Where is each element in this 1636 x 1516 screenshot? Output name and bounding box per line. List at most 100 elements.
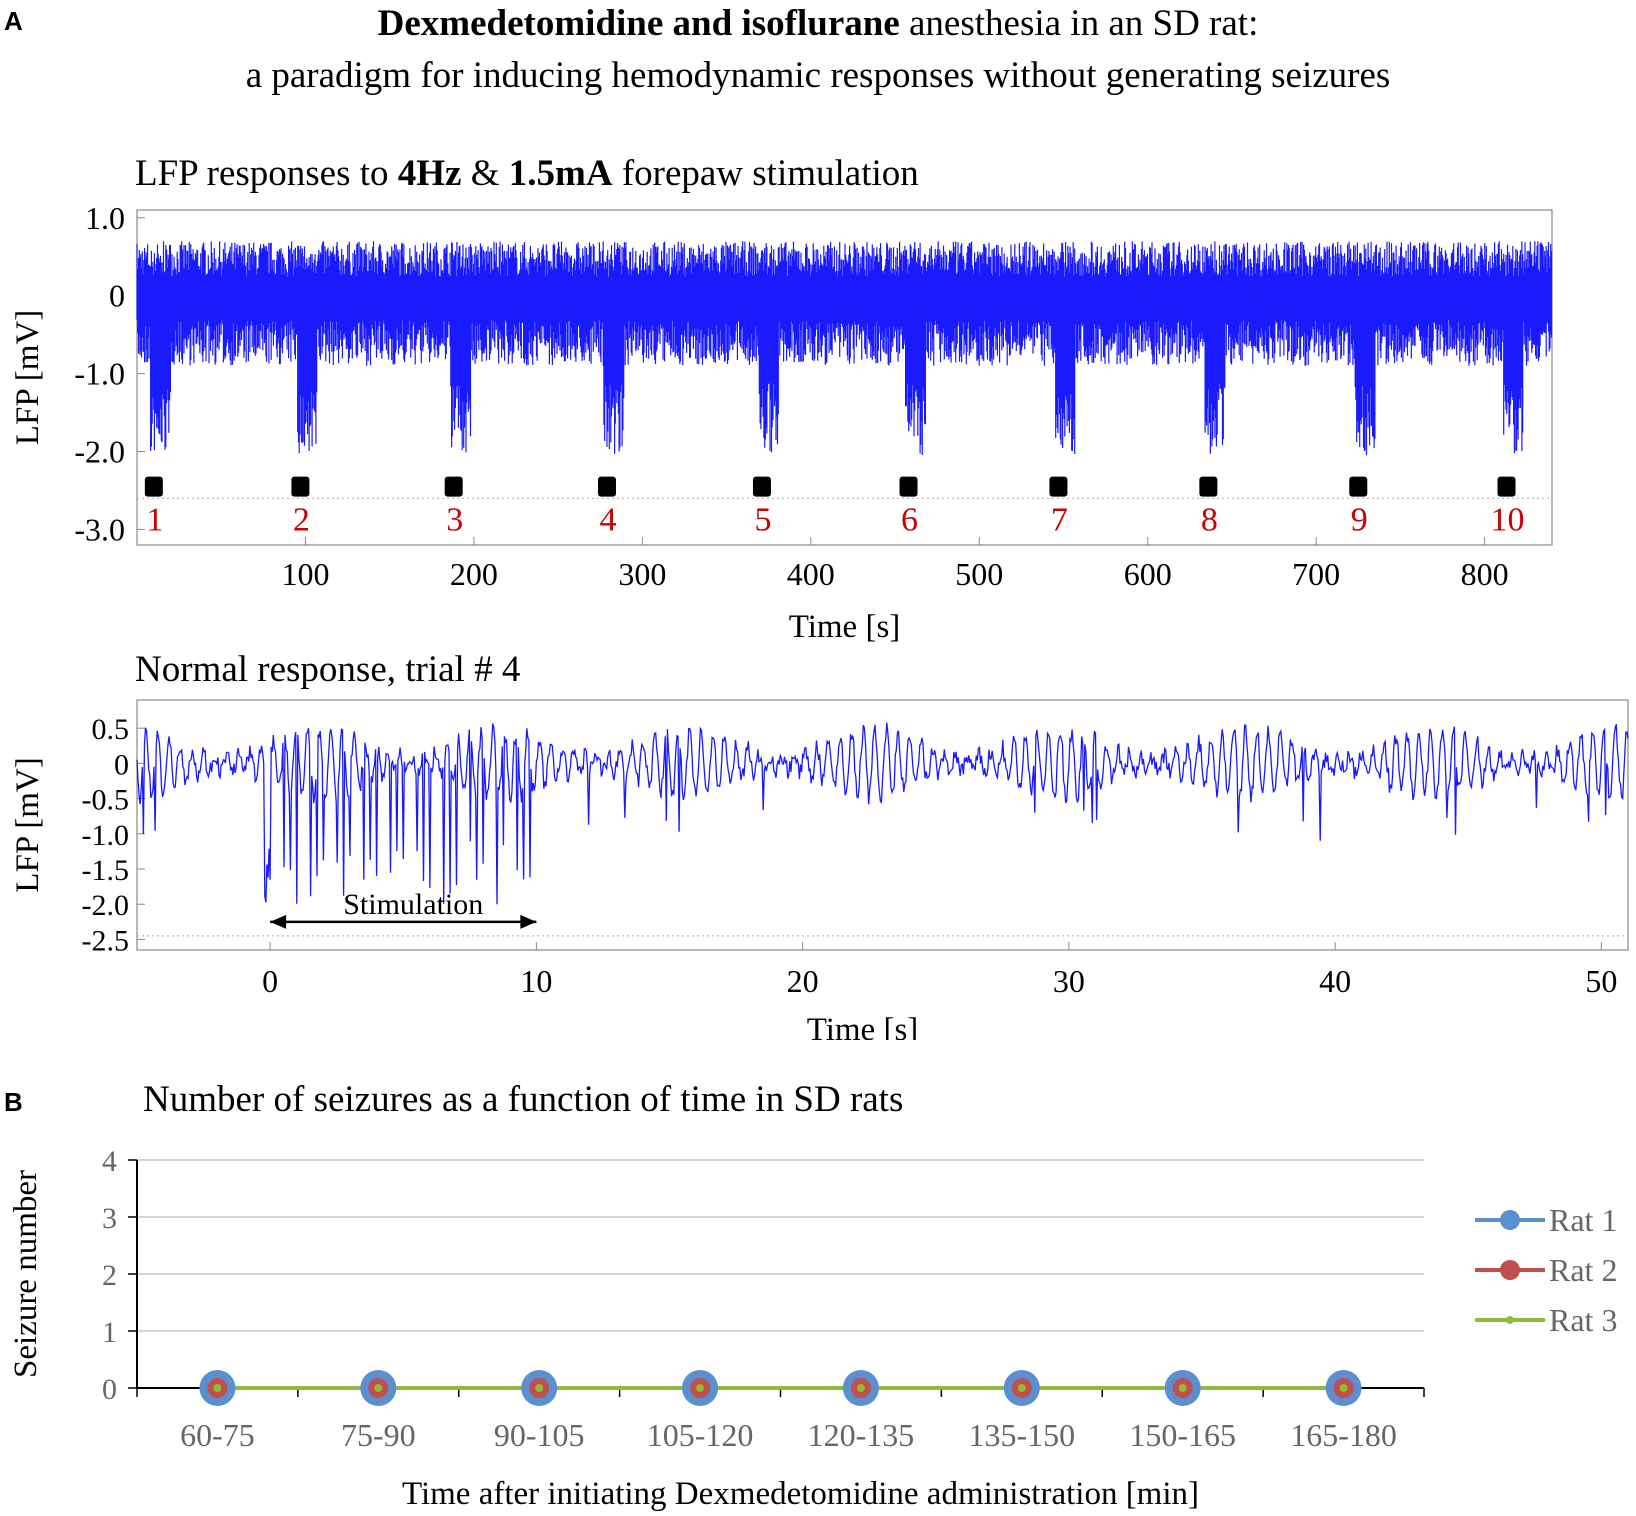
chart1-lfp-overview: 1.0 0 -1.0 -2.0 -3.0 100 200 300 400 500 600 700 800… (10, 200, 1553, 645)
chart1-xtick-label: 600 (1124, 556, 1172, 592)
chart3-seizure-count: 0 1 2 3 4 60-75 75-90 90-105 105-120 120-135 135-1… (8, 1145, 1617, 1512)
chart1-xlabel: Time [s] (789, 609, 901, 645)
chart3-point-rat3 (535, 1384, 544, 1392)
chart1-title-part3: & (461, 153, 509, 194)
chart1-stim-marker-7 (1049, 476, 1068, 497)
chart3-ytick-label: 3 (102, 1202, 117, 1235)
chart3-category-label: 120-135 (808, 1417, 915, 1453)
figure-title-line2: a paradigm for inducing hemodynamic resp… (245, 55, 1391, 96)
chart2-xlabel: Time [s] (807, 1012, 919, 1040)
figure-title-line1: Dexmedetomidine and isoflurane anesthesi… (0, 0, 1636, 48)
chart3-point-rat3 (696, 1384, 705, 1392)
chart2-title: Normal response, trial # 4 (135, 649, 521, 690)
chart1-trial-label-10: 10 (1491, 502, 1525, 539)
chart3-point-rat3 (1178, 1384, 1187, 1392)
chart2-trial-4-response: 0.50-0.5-1.0-1.5-2.0-2.50 10 20 30 40 50Time … (10, 699, 1629, 1040)
chart1-xtick-label: 700 (1292, 556, 1340, 592)
chart3-category-label: 105-120 (647, 1417, 754, 1453)
chart3-legend-label-rat3: Rat 3 (1549, 1302, 1617, 1338)
chart3-point-rat3 (1339, 1384, 1348, 1392)
chart3-legend-swatch-marker-rat1 (1500, 1210, 1520, 1230)
chart1-ytick-label: 1.0 (85, 200, 125, 236)
chart3-category-label: 135-150 (968, 1417, 1075, 1453)
chart3-legend-label-rat2: Rat 2 (1549, 1252, 1617, 1288)
chart2-ytick-label: -1.5 (82, 854, 130, 887)
stimulation-arrow-left-head (270, 914, 287, 929)
chart1-plot-frame (136, 209, 1553, 546)
chart3-point-rat3 (213, 1384, 222, 1392)
chart1-trial-label-5: 5 (754, 502, 771, 539)
chart1-title-part4: 1.5mA (508, 153, 613, 194)
chart1-stim-marker-8 (1199, 476, 1218, 497)
chart1-stim-marker-10 (1497, 476, 1516, 497)
chart1-ylabel: LFP [mV] (10, 310, 46, 445)
chart3-legend-swatch-marker-rat2 (1500, 1260, 1520, 1280)
chart1-trial-label-3: 3 (446, 502, 463, 539)
chart2-lfp-trace (136, 722, 1629, 905)
chart1-trial-label-8: 8 (1201, 502, 1218, 539)
chart2-xtick-label: 10 (520, 963, 552, 999)
chart1-lfp-trace (136, 241, 1553, 456)
chart3-ylabel: Seizure number (8, 1170, 44, 1378)
chart1-xtick-label: 100 (281, 556, 329, 592)
chart3-category-label: 150-165 (1129, 1417, 1236, 1453)
chart1-stim-marker-1 (144, 476, 163, 497)
chart3-xlabel: Time after initiating Dexmedetomidine ad… (402, 1476, 1199, 1512)
chart2-ytick-label: -2.5 (82, 924, 130, 957)
chart3-point-rat3 (856, 1384, 865, 1392)
panel-label-a: A (4, 6, 23, 36)
chart2-ylabel: LFP [mV] (10, 757, 46, 892)
chart3-legend-label-rat1: Rat 1 (1549, 1202, 1617, 1238)
chart3-category-label: 165-180 (1290, 1417, 1397, 1453)
chart3-ytick-label: 1 (102, 1316, 117, 1349)
chart2-xtick-label: 30 (1053, 963, 1085, 999)
chart1-trial-label-6: 6 (901, 502, 918, 539)
chart1-stim-marker-3 (444, 476, 463, 497)
chart2-xtick-label: 50 (1585, 963, 1617, 999)
chart3-ytick-label: 2 (102, 1259, 117, 1292)
chart2-ytick-label: -1.0 (82, 819, 130, 852)
chart2-xtick-label: 0 (262, 963, 278, 999)
chart3-point-rat3 (374, 1384, 383, 1392)
chart3-category-label: 60-75 (180, 1417, 255, 1453)
figure-title-bold: Dexmedetomidine and isoflurane (377, 3, 900, 44)
panel-label-b: B (4, 1087, 23, 1117)
chart1-stim-marker-4 (597, 476, 616, 497)
chart1-stim-marker-9 (1349, 476, 1368, 497)
chart2-ytick-label: 0.5 (92, 713, 130, 746)
chart1-trial-label-2: 2 (293, 502, 310, 539)
chart1-stim-marker-2 (291, 476, 310, 497)
figure-title-rest: anesthesia in an SD rat: (899, 3, 1259, 44)
chart3-ytick-label: 0 (102, 1373, 117, 1406)
chart1-trial-label-7: 7 (1051, 502, 1068, 539)
chart1-ytick-label: 0 (109, 278, 125, 314)
chart3-category-label: 75-90 (341, 1417, 416, 1453)
chart1-trial-label-1: 1 (146, 502, 163, 539)
chart1-xtick-label: 300 (618, 556, 666, 592)
chart1-ytick-label: -3.0 (74, 511, 125, 547)
chart3-point-rat3 (1017, 1384, 1026, 1392)
chart1-trial-label-9: 9 (1351, 502, 1368, 539)
chart1-ytick-label: -1.0 (74, 356, 125, 392)
chart2-xtick-label: 20 (787, 963, 819, 999)
chart1-xtick-label: 800 (1461, 556, 1509, 592)
chart1-trial-label-4: 4 (599, 502, 616, 539)
stimulation-label: Stimulation (343, 888, 483, 921)
chart2-ytick-label: -2.0 (82, 889, 130, 922)
chart1-title-part1: LFP responses to (135, 153, 398, 194)
stimulation-arrow-right-head (520, 914, 537, 929)
chart1-xtick-label: 500 (955, 556, 1003, 592)
chart3-title: Number of seizures as a function of time… (143, 1079, 904, 1120)
chart1-title: LFP responses to 4Hz & 1.5mA forepaw sti… (135, 152, 919, 195)
chart1-xtick-label: 400 (787, 556, 835, 592)
chart1-title-part2: 4Hz (397, 153, 462, 194)
chart2-ytick-label: 0 (114, 748, 129, 781)
chart3-category-label: 90-105 (494, 1417, 585, 1453)
chart1-xtick-label: 200 (450, 556, 498, 592)
chart1-stim-marker-6 (899, 476, 918, 497)
chart2-ytick-label: -0.5 (82, 784, 130, 817)
chart2-plot-frame (136, 699, 1629, 951)
chart1-stim-marker-5 (752, 476, 771, 497)
chart1-title-part5: forepaw stimulation (612, 153, 919, 194)
chart3-ytick-label: 4 (102, 1145, 117, 1178)
